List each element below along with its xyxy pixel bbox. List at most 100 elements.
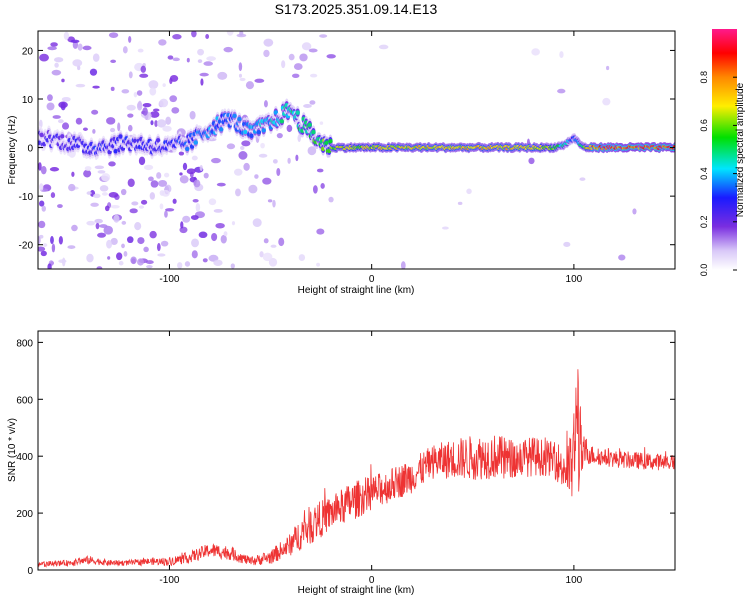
heatmap-cell: [182, 162, 188, 171]
heatmap-cell: [156, 119, 167, 128]
heatmap-cell: [579, 177, 586, 181]
y-tick-label: 600: [16, 395, 33, 406]
heatmap-cell: [142, 103, 152, 108]
heatmap-cell: [180, 221, 184, 229]
heatmap-cell: [234, 168, 243, 176]
heatmap-cell: [268, 257, 278, 267]
heatmap-cell: [258, 153, 268, 158]
heatmap-cell: [92, 129, 96, 134]
heatmap-cell: [143, 164, 154, 171]
heatmap-cell: [71, 171, 75, 177]
heatmap-cell: [324, 140, 329, 146]
spectrogram-y-axis-label: Frequency (Hz): [7, 116, 18, 185]
heatmap-cell: [154, 120, 158, 127]
heatmap-cell: [38, 235, 41, 245]
heatmap-cell: [161, 189, 170, 197]
heatmap-cell: [307, 146, 317, 156]
heatmap-cell: [243, 162, 250, 171]
heatmap-cell: [193, 179, 201, 188]
heatmap-cell: [160, 240, 169, 247]
heatmap-cell: [171, 107, 180, 114]
heatmap-cell: [39, 132, 44, 138]
heatmap-cell: [632, 208, 637, 215]
heatmap-cell: [256, 129, 262, 135]
heatmap-cell: [295, 110, 300, 115]
heatmap-cell: [159, 203, 164, 210]
heatmap-cell: [127, 178, 135, 188]
heatmap-cell: [140, 199, 148, 205]
heatmap-cell: [441, 226, 449, 230]
heatmap-cell: [208, 198, 217, 206]
heatmap-cell: [618, 254, 626, 261]
heatmap-cell: [238, 73, 243, 78]
heatmap-cell: [185, 146, 190, 152]
heatmap-cell: [50, 192, 56, 199]
heatmap-cell: [310, 73, 318, 78]
heatmap-cell: [220, 234, 227, 244]
heatmap-cell: [319, 34, 328, 38]
y-tick-label: -10: [19, 192, 34, 203]
heatmap-cell: [150, 120, 154, 126]
heatmap-cell: [84, 166, 92, 171]
heatmap-cell: [528, 157, 535, 165]
heatmap-cell: [152, 108, 160, 112]
heatmap-cell: [123, 251, 128, 257]
heatmap-cell: [217, 71, 228, 80]
heatmap-cell: [38, 162, 42, 171]
heatmap-cell: [117, 122, 121, 132]
heatmap-cell: [139, 73, 149, 78]
heatmap-cell: [63, 31, 70, 40]
heatmap-cell: [51, 69, 62, 76]
heatmap-cell: [184, 261, 191, 267]
heatmap-cell: [211, 232, 218, 242]
heatmap-cell: [126, 104, 136, 111]
heatmap-cell: [83, 169, 92, 178]
heatmap-cell: [466, 188, 472, 195]
heatmap-cell: [58, 236, 63, 245]
heatmap-cell: [263, 49, 270, 58]
heatmap-cell: [157, 179, 168, 187]
heatmap-cell: [226, 31, 234, 36]
heatmap-cell: [156, 172, 162, 179]
heatmap-cell: [602, 97, 611, 106]
heatmap-cell: [199, 164, 203, 172]
heatmap-cell: [103, 225, 113, 235]
heatmap-cell: [49, 167, 60, 172]
heatmap-cell: [110, 205, 120, 209]
snr-y-axis-label: SNR (10 * v/v): [7, 418, 18, 482]
heatmap-cell: [270, 244, 277, 248]
heatmap-cell: [178, 151, 185, 156]
heatmap-cell: [146, 264, 153, 269]
heatmap-cell: [235, 188, 241, 197]
heatmap-cell: [67, 245, 76, 249]
heatmap-cell: [328, 138, 333, 144]
snr-panel: -100 0 100 0 200 400 600 800 Height of straigh…: [7, 330, 676, 596]
heatmap-cell: [287, 157, 291, 164]
spectrogram-frame: [37, 30, 676, 270]
heatmap-cell: [149, 192, 156, 200]
heatmap-cell: [226, 143, 236, 150]
heatmap-cell: [259, 251, 264, 258]
heatmap-cell: [164, 172, 170, 178]
heatmap-cell: [61, 96, 71, 102]
heatmap-cell: [62, 122, 70, 130]
heatmap-cell: [243, 129, 248, 135]
heatmap-cell: [58, 119, 64, 124]
heatmap-cell: [267, 199, 273, 203]
heatmap-cell: [108, 192, 119, 198]
heatmap-cell: [319, 121, 324, 125]
heatmap-cell: [68, 183, 76, 192]
colorbar-tick-label: 0.6: [699, 119, 709, 132]
heatmap-cell: [219, 127, 224, 132]
heatmap-cell: [86, 191, 92, 195]
heatmap-cell: [148, 80, 159, 89]
heatmap-cell: [179, 175, 189, 184]
heatmap-cell: [110, 127, 116, 133]
heatmap-cell: [156, 243, 161, 252]
heatmap-cell: [75, 83, 86, 88]
y-tick-label: 200: [16, 509, 33, 520]
heatmap-cell: [140, 65, 147, 73]
heatmap-cell: [165, 208, 175, 212]
heatmap-cell: [167, 55, 174, 60]
